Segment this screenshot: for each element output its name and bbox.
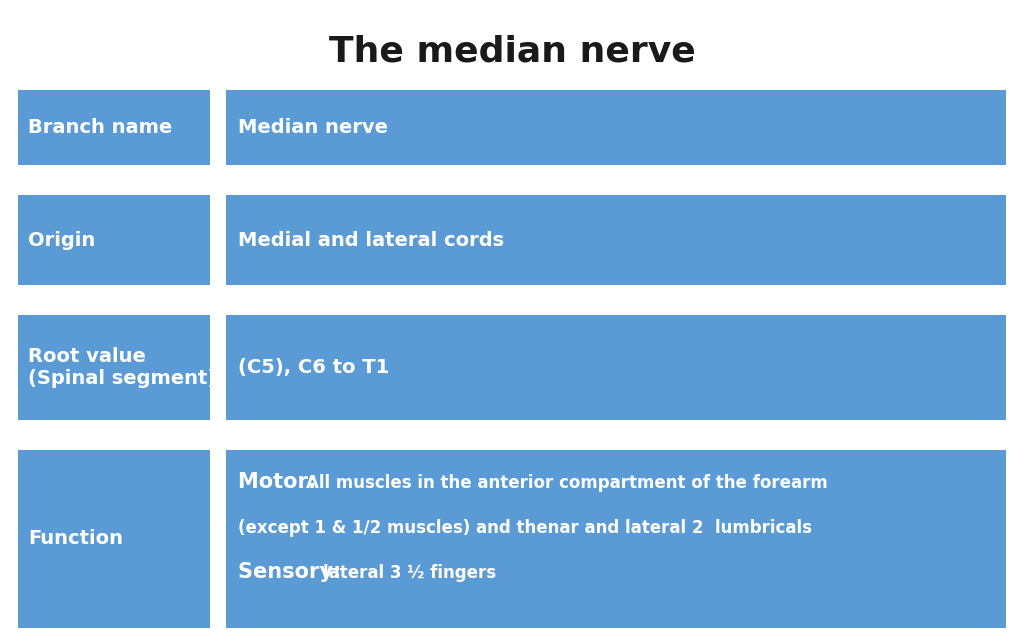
Text: lateral 3 ½ fingers: lateral 3 ½ fingers	[323, 564, 496, 582]
Text: (C5), C6 to T1: (C5), C6 to T1	[238, 358, 389, 377]
Bar	[226, 195, 1006, 285]
Text: The median nerve: The median nerve	[329, 35, 695, 69]
Bar	[18, 450, 210, 628]
Text: All muscles in the anterior compartment of the forearm: All muscles in the anterior compartment …	[306, 474, 827, 492]
Text: Root value
(Spinal segment): Root value (Spinal segment)	[28, 347, 216, 388]
Text: Origin: Origin	[28, 230, 95, 250]
Text: Function: Function	[28, 529, 123, 548]
Text: Motor:: Motor:	[238, 472, 324, 492]
Text: Branch name: Branch name	[28, 118, 172, 137]
Text: Medial and lateral cords: Medial and lateral cords	[238, 230, 504, 250]
Text: Sensory:: Sensory:	[238, 562, 348, 582]
Bar	[18, 315, 210, 420]
Bar	[226, 450, 1006, 628]
Bar	[226, 315, 1006, 420]
Text: (except 1 & 1/2 muscles) and thenar and lateral 2  lumbricals: (except 1 & 1/2 muscles) and thenar and …	[238, 519, 812, 537]
Bar	[226, 90, 1006, 165]
Bar	[18, 195, 210, 285]
Text: Median nerve: Median nerve	[238, 118, 388, 137]
Bar	[18, 90, 210, 165]
